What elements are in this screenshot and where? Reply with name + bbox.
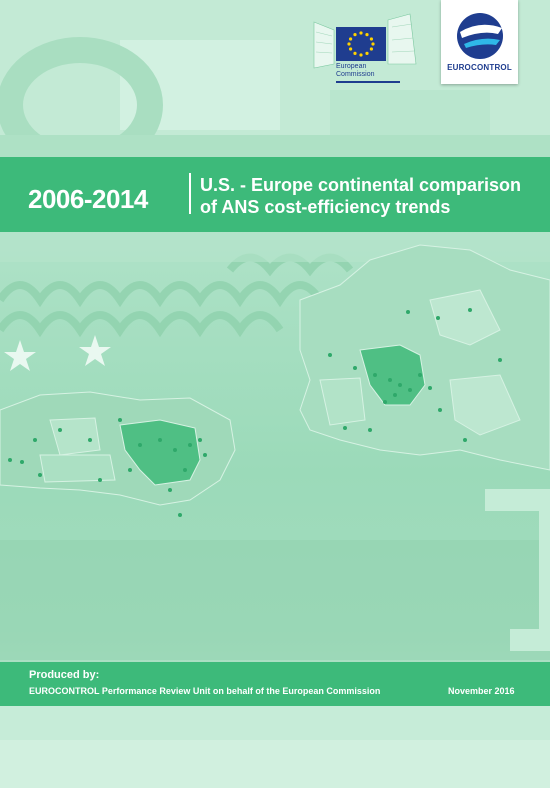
report-title: U.S. - Europe continental comparison of … — [200, 174, 521, 218]
europe-map — [299, 244, 550, 471]
title-band — [0, 157, 550, 232]
bottom-banknote-strip — [0, 740, 550, 788]
european-commission-label: European Commission — [336, 63, 375, 78]
banknote-arches — [0, 253, 354, 338]
publication-date: November 2016 — [448, 686, 515, 696]
banknote-band — [0, 135, 550, 157]
eu-flag-icon — [336, 27, 386, 61]
us-map — [0, 391, 236, 517]
report-years: 2006-2014 — [28, 184, 148, 214]
lower-banknote — [0, 540, 550, 660]
eurocontrol-wordmark: EUROCONTROL — [447, 63, 512, 72]
eurocontrol-logo: EUROCONTROL — [441, 0, 518, 84]
star-decorations — [4, 335, 111, 371]
title-divider — [189, 173, 191, 214]
producer-unit: EUROCONTROL Performance Review Unit on b… — [29, 686, 381, 696]
report-title-line-1: U.S. - Europe continental comparison — [200, 175, 522, 195]
report-title-line-2: of ANS cost-efficiency trends — [200, 197, 451, 217]
commission-building-icon — [313, 13, 417, 69]
european-commission-logo: European Commission — [312, 8, 422, 84]
eurocontrol-emblem-icon — [457, 13, 503, 59]
eu-logo-underline — [336, 81, 400, 83]
produced-by-label: Produced by: — [29, 669, 100, 681]
banknote-five-shape — [485, 489, 550, 651]
footer-band — [0, 662, 550, 706]
